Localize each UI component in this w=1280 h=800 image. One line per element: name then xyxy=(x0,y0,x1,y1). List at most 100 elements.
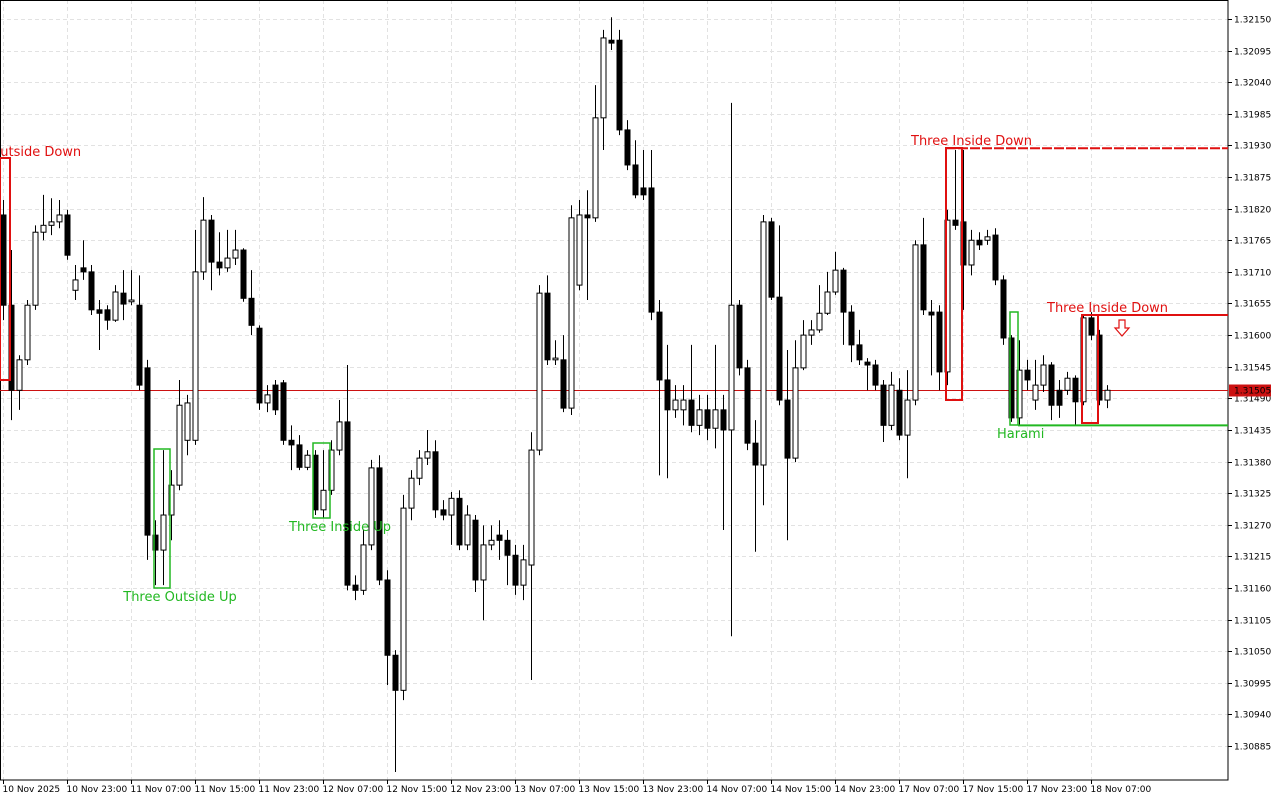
y-tick-label: 1.31875 xyxy=(1234,174,1271,184)
candle-body xyxy=(888,384,895,426)
candle-body xyxy=(96,309,103,314)
x-tick-label: 11 Nov 15:00 xyxy=(195,785,256,795)
x-tick-label: 10 Nov 23:00 xyxy=(67,785,128,795)
candle-body xyxy=(344,421,351,586)
candle-body xyxy=(144,367,151,536)
candle-body xyxy=(912,244,919,401)
x-tick-label: 13 Nov 15:00 xyxy=(579,785,640,795)
candle-body xyxy=(1104,389,1111,401)
candle-body xyxy=(216,261,223,269)
x-tick-label: 11 Nov 07:00 xyxy=(131,785,192,795)
candle-body xyxy=(392,654,399,691)
candle-body xyxy=(120,292,127,305)
candle-body xyxy=(552,357,559,361)
candle-body xyxy=(104,309,111,321)
candle-body xyxy=(1088,317,1095,336)
candle-body xyxy=(664,379,671,411)
candle-body xyxy=(112,291,119,321)
candle-body xyxy=(640,187,647,196)
pattern-box xyxy=(1009,311,1019,426)
y-tick-label: 1.31215 xyxy=(1234,553,1271,563)
candle-body xyxy=(272,384,279,411)
candle-body xyxy=(16,359,23,391)
x-tick-label: 14 Nov 07:00 xyxy=(707,785,768,795)
y-tick-label: 1.31050 xyxy=(1234,648,1271,658)
candle-body xyxy=(840,269,847,313)
candle-body xyxy=(904,399,911,436)
y-tick-label: 1.31380 xyxy=(1234,459,1271,469)
candle-body xyxy=(464,514,471,546)
y-tick-label: 1.31765 xyxy=(1234,237,1271,247)
x-tick-label: 14 Nov 23:00 xyxy=(835,785,896,795)
candle-body xyxy=(176,404,183,486)
candle-body xyxy=(24,304,31,361)
current-price-label: 1.31505 xyxy=(1234,387,1271,397)
pattern-label: Outside Down xyxy=(0,145,81,160)
current-price-box xyxy=(1229,384,1271,397)
candle-body xyxy=(816,312,823,331)
candle-body xyxy=(736,304,743,369)
candle-body xyxy=(296,444,303,468)
candle-body xyxy=(208,219,215,263)
candle-body xyxy=(928,311,935,316)
pattern-label: Three Inside Down xyxy=(1046,301,1168,316)
candle-body xyxy=(1000,279,1007,339)
candle-body xyxy=(584,214,591,219)
candle-body xyxy=(288,439,295,446)
candle-body xyxy=(72,279,79,291)
y-tick-label: 1.32040 xyxy=(1234,79,1271,89)
candle-body xyxy=(88,271,95,311)
y-tick-label: 1.31545 xyxy=(1234,364,1271,374)
candle-body xyxy=(1016,369,1023,419)
candle-body xyxy=(600,37,607,119)
candle-body xyxy=(168,484,175,516)
candle-body xyxy=(592,117,599,219)
candle-body xyxy=(304,454,311,468)
y-tick-label: 1.30995 xyxy=(1234,680,1271,690)
pattern-box xyxy=(312,442,331,519)
candle-body xyxy=(760,221,767,466)
candle-body xyxy=(680,399,687,411)
pattern-label: Three Outside Up xyxy=(122,590,236,605)
candle-body xyxy=(968,239,975,266)
y-tick-label: 1.31160 xyxy=(1234,585,1271,595)
candle-body xyxy=(224,257,231,269)
candle-body xyxy=(352,584,359,591)
candle-body xyxy=(440,509,447,516)
candle-body xyxy=(832,269,839,293)
x-tick-label: 17 Nov 15:00 xyxy=(963,785,1024,795)
candle-body xyxy=(336,421,343,451)
candle-body xyxy=(648,187,655,313)
candle-body xyxy=(152,534,159,551)
candle-body xyxy=(64,214,71,256)
candle-body xyxy=(728,304,735,431)
candle-body xyxy=(240,249,247,299)
candle-body xyxy=(608,39,615,44)
candle-body xyxy=(880,384,887,426)
x-tick-label: 17 Nov 07:00 xyxy=(899,785,960,795)
candle-body xyxy=(696,409,703,426)
signal-arrow xyxy=(1113,319,1131,337)
candle-body xyxy=(0,214,7,306)
candle-body xyxy=(656,311,663,381)
candle-body xyxy=(200,219,207,273)
candle-body xyxy=(872,364,879,386)
candle-body xyxy=(1024,369,1031,381)
candle-body xyxy=(672,399,679,411)
y-tick-label: 1.32095 xyxy=(1234,48,1271,58)
candle-body xyxy=(496,534,503,541)
candle-body xyxy=(480,544,487,581)
candle-body xyxy=(128,299,135,303)
y-tick-label: 1.31710 xyxy=(1234,269,1271,279)
x-tick-label: 12 Nov 07:00 xyxy=(323,785,384,795)
candle-body xyxy=(744,367,751,444)
candle-body xyxy=(280,382,287,441)
candle-body xyxy=(1064,377,1071,391)
y-tick-label: 1.31820 xyxy=(1234,206,1271,216)
candle-body xyxy=(232,249,239,259)
x-tick-label: 12 Nov 23:00 xyxy=(451,785,512,795)
pattern-label: Harami xyxy=(997,427,1044,442)
y-tick-label: 1.30885 xyxy=(1234,743,1271,753)
